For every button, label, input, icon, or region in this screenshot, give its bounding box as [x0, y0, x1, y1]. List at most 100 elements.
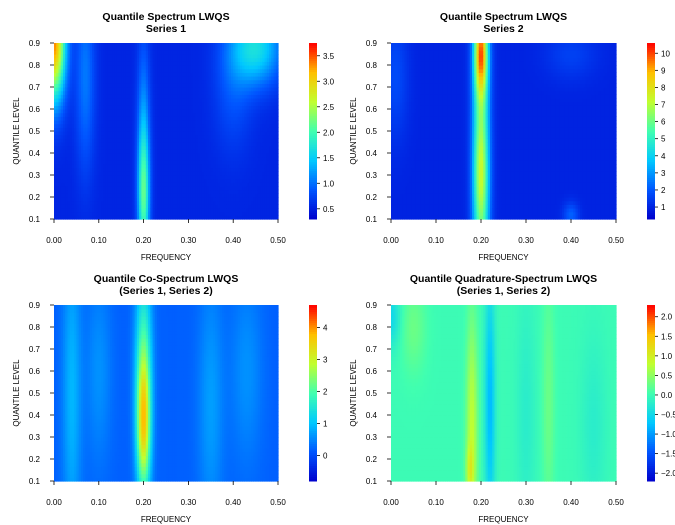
heatmap-cell: [257, 109, 261, 114]
heatmap-cell: [170, 105, 174, 110]
heatmap-cell: [94, 65, 98, 70]
heatmap-cell: [76, 127, 80, 132]
heatmap-cell: [58, 156, 62, 161]
heatmap-cell: [112, 204, 116, 209]
heatmap-cell: [134, 208, 138, 213]
heatmap-cell: [177, 94, 181, 99]
heatmap-cell: [98, 145, 102, 150]
colorbar-swatch: [309, 131, 317, 134]
heatmap-cell: [78, 131, 82, 136]
heatmap-cell: [192, 83, 196, 88]
heatmap-cell: [107, 68, 111, 73]
heatmap-cell: [181, 138, 185, 143]
heatmap-cell: [179, 215, 183, 220]
heatmap-cell: [246, 145, 250, 150]
heatmap-cell: [98, 101, 102, 106]
heatmap-cell: [237, 153, 241, 158]
heatmap-cell: [183, 153, 187, 158]
heatmap-cell: [230, 116, 234, 121]
heatmap-cell: [172, 105, 176, 110]
heatmap-cell: [58, 153, 62, 158]
heatmap-cell: [197, 134, 201, 139]
heatmap-cell: [237, 189, 241, 194]
heatmap-cell: [139, 120, 142, 125]
heatmap-cell: [206, 120, 210, 125]
heatmap-cell: [105, 65, 109, 70]
heatmap-cell: [242, 142, 245, 147]
heatmap-cell: [60, 83, 64, 88]
heatmap-cell: [152, 90, 156, 95]
heatmap-cell: [110, 186, 113, 191]
heatmap-cell: [116, 171, 120, 176]
heatmap-cell: [148, 197, 151, 202]
heatmap-cell: [58, 186, 62, 191]
colorbar-tick-label: 0.5: [323, 205, 335, 214]
heatmap-cell: [179, 68, 183, 73]
heatmap-cell: [163, 186, 167, 191]
heatmap-cell: [264, 193, 268, 198]
heatmap-cell: [130, 204, 133, 209]
heatmap-cell: [262, 43, 266, 48]
heatmap-cell: [157, 90, 160, 95]
heatmap-cell: [116, 109, 120, 114]
heatmap-cell: [213, 76, 216, 81]
heatmap-cell: [246, 156, 250, 161]
heatmap-cell: [186, 43, 189, 48]
heatmap-cell: [210, 149, 214, 154]
heatmap-cell: [112, 153, 116, 158]
heatmap-cell: [132, 109, 136, 114]
heatmap-cell: [94, 167, 98, 172]
heatmap-cell: [56, 175, 60, 180]
heatmap-cell: [181, 156, 185, 161]
heatmap-cell: [271, 197, 275, 202]
heatmap-cell: [190, 149, 194, 154]
heatmap-cell: [172, 68, 176, 73]
heatmap-cell: [181, 109, 185, 114]
heatmap-cell: [230, 123, 234, 128]
heatmap-cell: [76, 120, 80, 125]
heatmap-cell: [266, 153, 270, 158]
heatmap-cell: [201, 138, 205, 143]
heatmap-cell: [87, 138, 91, 143]
heatmap-cell: [101, 98, 104, 103]
heatmap-cell: [181, 43, 185, 48]
heatmap-cell: [174, 131, 178, 136]
heatmap-cell: [188, 131, 192, 136]
heatmap-cell: [239, 57, 243, 62]
heatmap-cell: [101, 142, 104, 147]
heatmap-cell: [204, 57, 207, 62]
heatmap-cell: [85, 204, 89, 209]
heatmap-cell: [181, 90, 185, 95]
heatmap-cell: [260, 123, 263, 128]
heatmap-cell: [213, 54, 216, 59]
heatmap-cell: [58, 171, 62, 176]
heatmap-cell: [235, 116, 239, 121]
heatmap-cell: [177, 90, 181, 95]
heatmap-cell: [174, 149, 178, 154]
heatmap-cell: [76, 171, 80, 176]
heatmap-cell: [248, 153, 252, 158]
heatmap-cell: [150, 79, 154, 84]
heatmap-cell: [92, 105, 95, 110]
heatmap-cell: [179, 178, 183, 183]
heatmap-cell: [127, 54, 131, 59]
heatmap-cell: [188, 57, 192, 62]
heatmap-cell: [114, 123, 118, 128]
heatmap-cell: [114, 61, 118, 66]
heatmap-cell: [121, 50, 125, 55]
heatmap-cell: [132, 182, 136, 187]
heatmap-cell: [168, 211, 172, 216]
heatmap-cell: [251, 186, 254, 191]
heatmap-cell: [132, 193, 136, 198]
heatmap-cell: [96, 54, 100, 59]
heatmap-cell: [101, 197, 104, 202]
heatmap-cell: [134, 182, 138, 187]
heatmap-cell: [92, 79, 95, 84]
heatmap-cell: [257, 61, 261, 66]
heatmap-cell: [127, 182, 131, 187]
heatmap-cell: [152, 138, 156, 143]
heatmap-cell: [121, 171, 125, 176]
heatmap-cell: [94, 175, 98, 180]
heatmap-cell: [92, 175, 95, 180]
heatmap-cell: [260, 43, 263, 48]
